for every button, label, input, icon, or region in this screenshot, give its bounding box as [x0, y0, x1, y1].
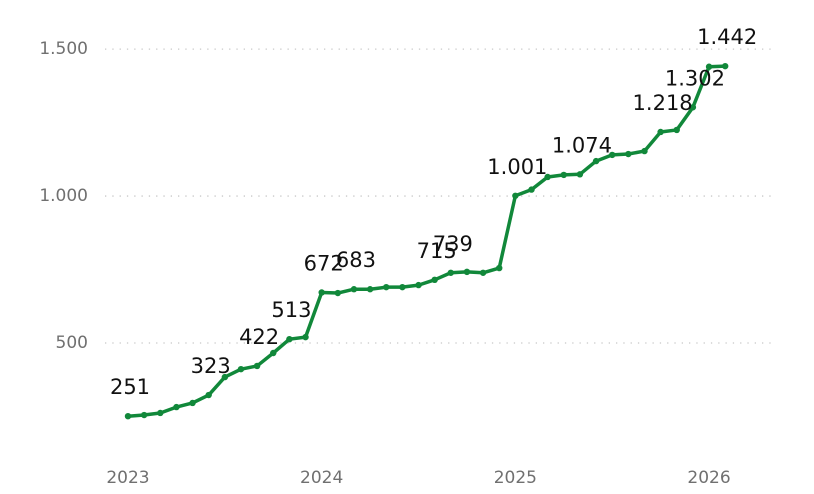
y-tick-label: 500: [56, 333, 88, 353]
point: [140, 411, 148, 419]
point: [366, 286, 374, 293]
point: [576, 171, 584, 178]
point: [124, 412, 132, 420]
point: [205, 391, 212, 399]
point: [560, 171, 567, 179]
value-label: 422: [239, 325, 279, 349]
value-label: 1.074: [552, 133, 612, 157]
point: [221, 373, 229, 381]
x-tick-label: 2024: [300, 468, 343, 488]
value-label: 1.302: [665, 66, 725, 90]
point: [689, 104, 697, 111]
value-label: 1.218: [633, 91, 693, 115]
value-label: 323: [191, 354, 231, 378]
value-label: 672: [304, 251, 344, 275]
value-label: 739: [433, 232, 473, 256]
point: [447, 269, 454, 276]
point: [721, 62, 729, 70]
point: [334, 289, 342, 297]
point: [302, 333, 309, 341]
point: [270, 349, 277, 357]
point: [399, 283, 406, 291]
y-tick-label: 1.000: [39, 186, 88, 206]
point: [705, 63, 713, 70]
x-tick-label: 2025: [494, 468, 537, 488]
value-label: 1.001: [487, 155, 547, 179]
value-label: 251: [110, 375, 150, 399]
point: [544, 173, 551, 181]
point: [625, 150, 632, 158]
point: [657, 128, 664, 136]
point: [383, 283, 390, 291]
point: [641, 147, 648, 155]
value-label: 683: [336, 248, 376, 272]
value-label: 513: [271, 298, 311, 322]
point: [157, 409, 164, 417]
point: [318, 289, 325, 296]
point: [528, 186, 535, 193]
point: [479, 269, 487, 276]
y-tick-label: 1.500: [39, 39, 88, 59]
point: [431, 276, 438, 284]
x-tick-label: 2026: [687, 468, 730, 488]
point: [350, 286, 358, 293]
value-label: 1.442: [697, 25, 757, 49]
point: [286, 335, 293, 343]
point: [189, 399, 196, 407]
point: [496, 264, 503, 272]
point: [592, 157, 600, 165]
point: [673, 126, 680, 134]
x-tick-label: 2023: [106, 468, 149, 488]
point: [609, 151, 616, 159]
point: [173, 403, 180, 411]
point: [253, 362, 261, 370]
value-label: 715: [417, 239, 457, 263]
point: [237, 365, 245, 373]
point: [415, 281, 422, 289]
point: [512, 192, 519, 199]
point: [463, 268, 471, 276]
